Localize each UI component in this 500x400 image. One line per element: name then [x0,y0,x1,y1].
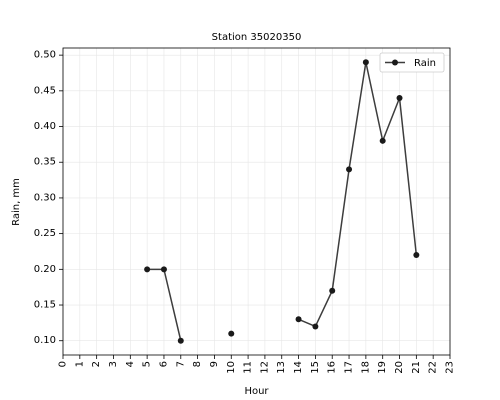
x-tick-label: 6 [158,361,169,367]
y-tick-label: 0.50 [34,50,56,61]
grid [62,48,451,355]
x-tick-label: 5 [142,361,153,367]
x-tick-label: 17 [344,361,355,374]
data-point [413,252,420,259]
x-axis-label: Hour [244,386,269,397]
series-rain [144,59,420,344]
legend-box [379,52,445,73]
data-point [362,59,369,66]
x-tick-label: 11 [243,361,254,374]
y-tick-label: 0.20 [34,264,56,275]
x-tick-label: 4 [125,361,136,367]
data-point [160,266,167,273]
series-line-segment [298,62,418,328]
data-point [346,166,353,173]
x-tick-label: 15 [310,361,321,374]
series-layer [144,59,420,344]
data-point [379,137,386,144]
legend: Rain [379,52,445,73]
y-axis-label: Rain, mm [11,178,22,226]
legend-swatch-marker [392,59,398,66]
x-tick-label: 7 [175,361,186,367]
x-tick-label: 2 [91,361,102,367]
x-tick-label: 10 [226,361,237,374]
x-tick-label: 8 [192,361,203,367]
y-tick-label: 0.15 [34,300,56,311]
y-tick-label: 0.35 [34,157,56,168]
x-tick-label: 0 [58,361,69,367]
y-tick-label: 0.40 [34,121,56,132]
chart-title: Station 35020350 [212,32,302,43]
x-tick-label: 16 [327,361,338,374]
x-tick-label: 13 [276,361,287,374]
y-tick-label: 0.10 [34,335,56,346]
data-point [228,330,235,337]
data-point [295,316,302,323]
y-axis: 0.10 0.15 0.20 0.25 0.30 0.35 0.40 0.45 0.50 [34,50,63,346]
x-tick-label: 12 [259,361,270,374]
x-tick-label: 1 [74,361,85,367]
x-tick-label: 21 [411,361,422,374]
y-tick-label: 0.30 [34,192,56,203]
data-point [144,266,151,273]
x-tick-label: 20 [394,361,405,374]
x-tick-label: 19 [377,361,388,374]
x-axis: 0 1 2 3 4 5 6 7 8 9 10 11 12 13 14 15 16 17 18 19 20 21 22 23 [58,355,456,374]
x-tick-label: 23 [445,361,456,374]
data-point [329,287,336,294]
y-tick-label: 0.45 [34,85,56,96]
x-tick-label: 22 [428,361,439,374]
x-tick-label: 3 [108,361,119,367]
x-tick-label: 14 [293,361,304,374]
data-point [312,323,319,330]
x-tick-label: 18 [360,361,371,374]
data-point [396,94,403,101]
y-tick-label: 0.25 [34,228,56,239]
legend-label-rain: Rain [414,58,436,69]
plot-frame [62,47,451,356]
data-point [177,337,184,344]
x-tick-label: 9 [209,361,220,367]
